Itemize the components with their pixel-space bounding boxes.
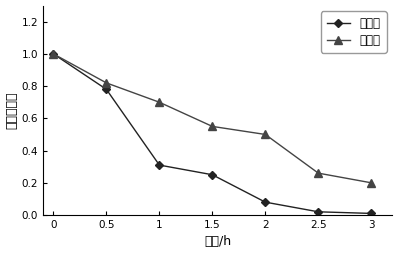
野生酶 — [210, 173, 215, 176]
修饰酶 — [369, 181, 374, 184]
Line: 野生酶: 野生酶 — [50, 51, 375, 217]
X-axis label: 时间/h: 时间/h — [204, 235, 231, 248]
野生酶 — [316, 210, 321, 213]
修饰酶 — [104, 81, 109, 84]
野生酶 — [157, 164, 162, 167]
野生酶 — [51, 52, 56, 55]
修饰酶 — [263, 133, 268, 136]
野生酶 — [369, 212, 374, 215]
修饰酶 — [316, 172, 321, 175]
野生酶 — [263, 201, 268, 204]
Y-axis label: 相对酶活性: 相对酶活性 — [6, 91, 19, 129]
Legend: 野生酶, 修饰酶: 野生酶, 修饰酶 — [321, 11, 386, 53]
修饰酶 — [157, 101, 162, 104]
修饰酶 — [210, 125, 215, 128]
修饰酶 — [51, 52, 56, 55]
Line: 修饰酶: 修饰酶 — [49, 50, 375, 187]
野生酶 — [104, 88, 109, 91]
